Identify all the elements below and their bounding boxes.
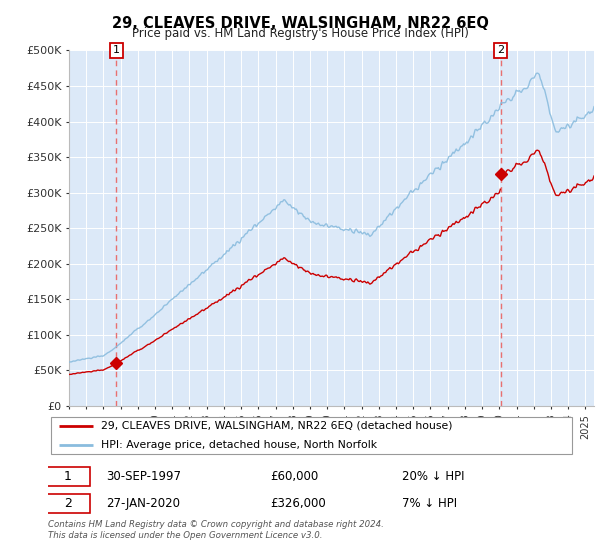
Text: £326,000: £326,000	[270, 497, 326, 510]
FancyBboxPatch shape	[46, 494, 90, 513]
Text: 27-JAN-2020: 27-JAN-2020	[106, 497, 180, 510]
Text: 2: 2	[497, 45, 504, 55]
Text: 1: 1	[64, 470, 72, 483]
FancyBboxPatch shape	[46, 467, 90, 487]
Text: 2: 2	[64, 497, 72, 510]
Text: 20% ↓ HPI: 20% ↓ HPI	[402, 470, 464, 483]
Text: £60,000: £60,000	[270, 470, 318, 483]
Text: HPI: Average price, detached house, North Norfolk: HPI: Average price, detached house, Nort…	[101, 440, 377, 450]
Text: 7% ↓ HPI: 7% ↓ HPI	[402, 497, 457, 510]
Text: Price paid vs. HM Land Registry's House Price Index (HPI): Price paid vs. HM Land Registry's House …	[131, 27, 469, 40]
Text: 1: 1	[113, 45, 120, 55]
Text: Contains HM Land Registry data © Crown copyright and database right 2024.
This d: Contains HM Land Registry data © Crown c…	[48, 520, 384, 540]
FancyBboxPatch shape	[50, 417, 572, 454]
Text: 30-SEP-1997: 30-SEP-1997	[106, 470, 181, 483]
Text: 29, CLEAVES DRIVE, WALSINGHAM, NR22 6EQ (detached house): 29, CLEAVES DRIVE, WALSINGHAM, NR22 6EQ …	[101, 421, 452, 431]
Text: 29, CLEAVES DRIVE, WALSINGHAM, NR22 6EQ: 29, CLEAVES DRIVE, WALSINGHAM, NR22 6EQ	[112, 16, 488, 31]
